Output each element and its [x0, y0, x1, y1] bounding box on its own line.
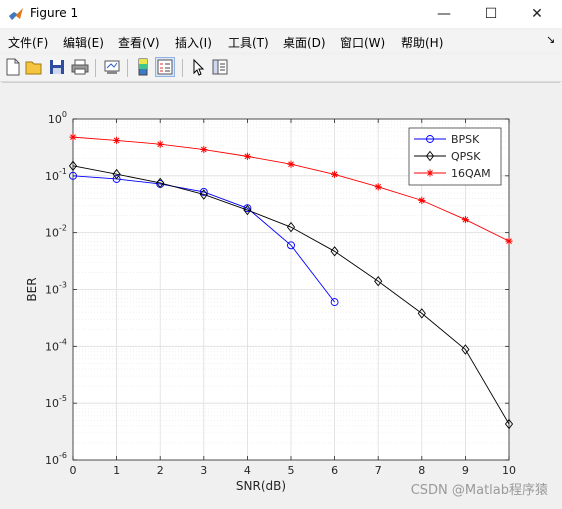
new-figure-icon[interactable]: [4, 58, 22, 76]
legend: BPSK QPSK 16QAM: [408, 127, 502, 186]
save-icon[interactable]: [48, 58, 66, 76]
y-tick-label: 10-1: [45, 167, 67, 183]
data-point: [69, 133, 77, 141]
x-tick-label: 8: [418, 464, 425, 477]
insert-legend-icon[interactable]: [155, 57, 175, 77]
ber-chart[interactable]: 0 1 2 3 4 5 6 7 8 9 10 100 10-1 10-2 10-3 10-4 10-5 10-6 S…: [2, 83, 560, 505]
data-point: [418, 196, 426, 204]
x-tick-label: 3: [200, 464, 207, 477]
edit-plot-cursor-icon[interactable]: [189, 58, 207, 76]
watermark-text: CSDN @Matlab程序猿: [410, 483, 548, 498]
data-point: [287, 241, 295, 250]
data-point: [461, 215, 469, 224]
data-point: [113, 136, 121, 145]
series-16qam: [69, 133, 513, 245]
data-point: [69, 171, 77, 180]
close-icon: ✕: [531, 6, 543, 22]
x-tick-label: 5: [288, 464, 295, 477]
minimize-icon: —: [437, 6, 451, 22]
insert-colorbar-icon[interactable]: [134, 58, 152, 76]
menu-desktop[interactable]: 桌面(D): [283, 36, 326, 50]
menu-view[interactable]: 查看(V): [118, 36, 160, 50]
dock-arrow-icon[interactable]: ↘: [546, 33, 556, 46]
data-point: [156, 140, 164, 148]
data-point: [200, 145, 208, 154]
legend-box: [408, 127, 502, 186]
legend-label: 16QAM: [451, 167, 491, 180]
toolbar-separator: [182, 59, 183, 77]
legend-marker: [425, 150, 435, 162]
data-point: [68, 160, 78, 172]
legend-entry: BPSK: [414, 133, 480, 146]
data-point: [287, 160, 295, 168]
close-button[interactable]: ✕: [514, 0, 560, 28]
menu-window[interactable]: 窗口(W): [340, 36, 386, 50]
data-point: [331, 170, 339, 178]
window-title: Figure 1: [30, 6, 79, 20]
y-tick-label: 10-4: [45, 337, 67, 353]
maximize-icon: ☐: [484, 6, 498, 22]
legend-label: BPSK: [451, 133, 480, 146]
data-point: [156, 177, 165, 189]
y-tick-label: 10-2: [45, 224, 67, 240]
matlab-logo-icon: [9, 8, 23, 20]
legend-marker: [426, 169, 434, 177]
data-point: [286, 221, 296, 233]
data-point: [374, 275, 383, 287]
menu-bar: 文件(F) 编辑(E) 查看(V) 插入(I) 工具(T) 桌面(D) 窗口(W…: [0, 30, 562, 52]
data-point: [374, 183, 382, 191]
legend-marker: [426, 135, 434, 143]
y-tick-label: 10-3: [45, 281, 67, 297]
data-point: [112, 168, 121, 180]
figure-canvas: 0 1 2 3 4 5 6 7 8 9 10 100 10-1 10-2 10-3 10-4 10-5 10-6 S…: [2, 82, 560, 505]
data-point: [243, 204, 252, 216]
y-tick-label: 10-5: [45, 394, 67, 410]
data-point: [199, 189, 208, 200]
x-tick-label: 0: [70, 464, 77, 477]
maximize-button[interactable]: ☐: [468, 0, 514, 28]
x-tick-label: 1: [113, 464, 120, 477]
data-point: [112, 175, 121, 183]
series-line: [72, 165, 510, 425]
data-point: [417, 308, 426, 319]
menu-file[interactable]: 文件(F): [8, 36, 49, 50]
data-point: [461, 344, 470, 355]
data-point: [199, 188, 208, 196]
x-tick-label: 10: [502, 464, 516, 477]
title-bar: Figure 1 — ☐ ✕: [0, 0, 562, 28]
data-point: [243, 204, 252, 213]
series-qpsk: [68, 160, 514, 430]
x-tick-label: 4: [244, 464, 251, 477]
toolbar: [0, 55, 562, 82]
y-tick-label: 100: [48, 110, 67, 126]
open-file-icon[interactable]: [25, 58, 43, 76]
x-tick-label: 7: [375, 464, 382, 477]
x-tick-label: 6: [331, 464, 338, 477]
data-point: [330, 298, 339, 307]
menu-edit[interactable]: 编辑(E): [63, 36, 104, 50]
x-axis-label: SNR(dB): [236, 479, 286, 493]
print-icon[interactable]: [71, 58, 89, 76]
y-tick-label: 10-6: [45, 451, 67, 467]
x-tick-label: 2: [157, 464, 164, 477]
link-plot-icon[interactable]: [103, 58, 121, 76]
toolbar-separator: [127, 59, 128, 77]
data-point: [243, 152, 251, 160]
menu-help[interactable]: 帮助(H): [401, 36, 444, 50]
property-inspector-icon[interactable]: [211, 58, 229, 76]
minimize-button[interactable]: —: [421, 0, 467, 28]
legend-label: QPSK: [451, 150, 481, 163]
menu-insert[interactable]: 插入(I): [175, 36, 212, 50]
toolbar-separator: [95, 59, 96, 77]
data-point: [505, 237, 513, 245]
legend-entry: QPSK: [414, 150, 481, 163]
data-point: [330, 246, 339, 257]
legend-entry: 16QAM: [414, 167, 491, 180]
x-tick-label: 9: [462, 464, 469, 477]
y-axis-label: BER: [25, 277, 39, 301]
data-point: [504, 418, 514, 430]
menu-tools[interactable]: 工具(T): [228, 36, 269, 50]
